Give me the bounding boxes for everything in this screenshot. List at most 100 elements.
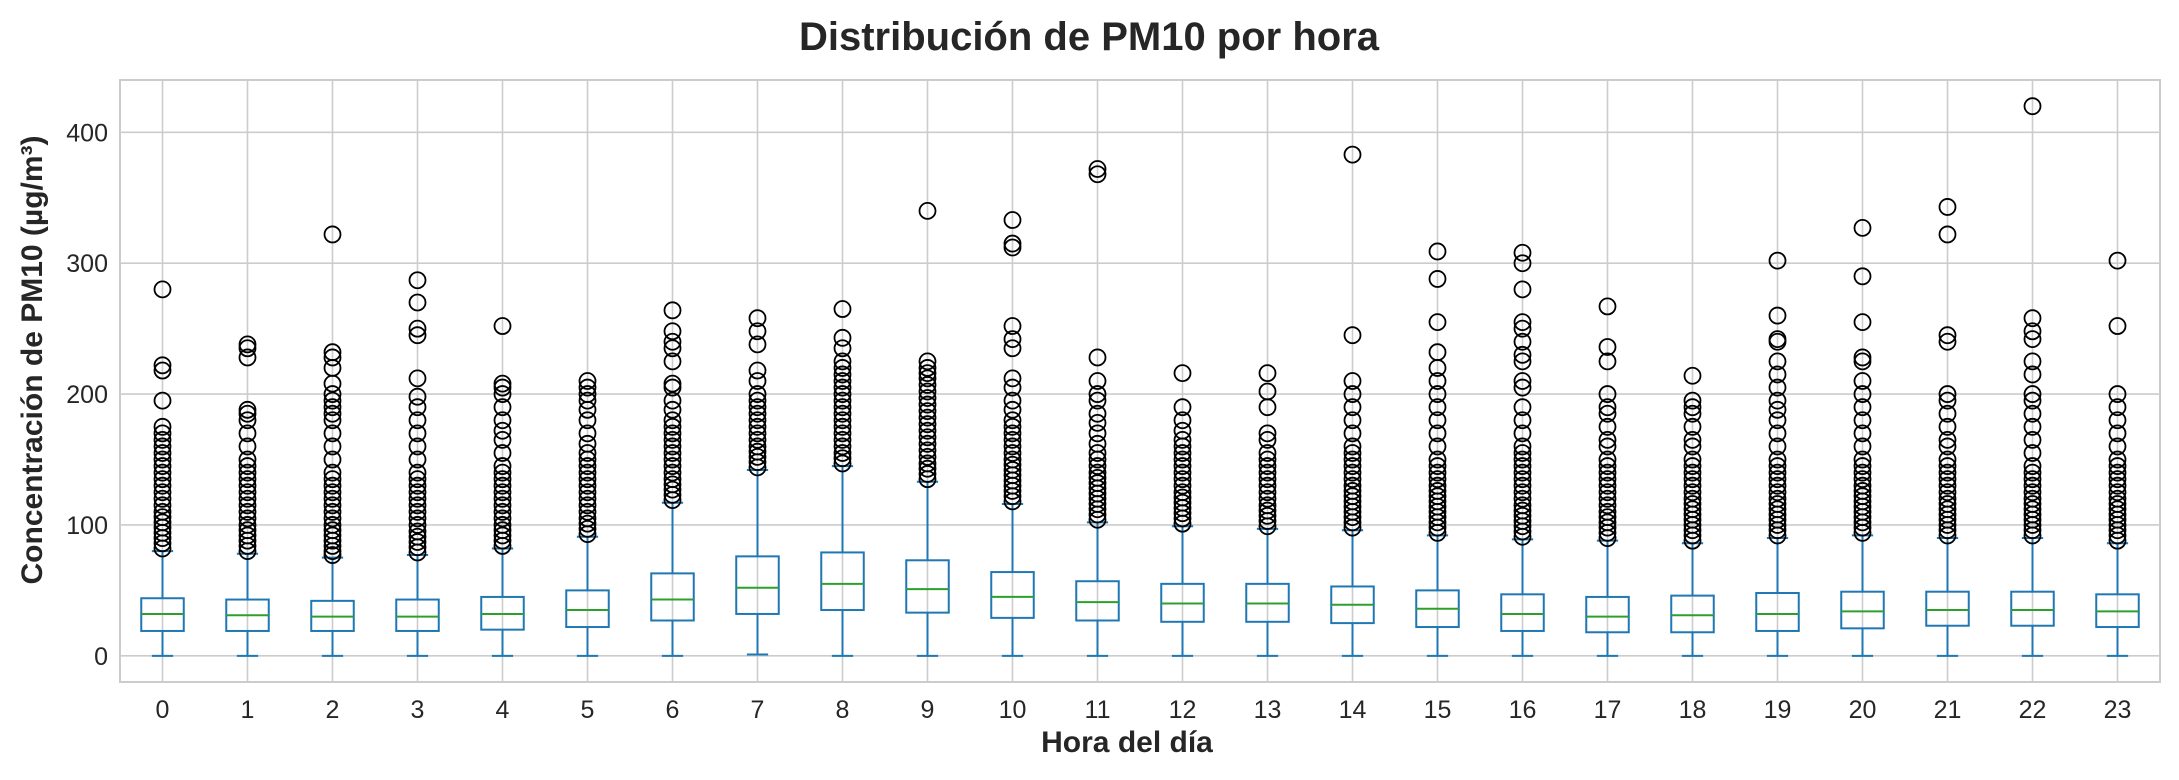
outlier-point (1768, 411, 1787, 430)
outlier-point (1088, 424, 1107, 443)
outlier-point (1513, 254, 1532, 273)
outlier-point (1683, 417, 1702, 436)
x-tick-label: 21 (1934, 696, 1962, 724)
outlier-point (1173, 444, 1192, 462)
outlier-point (1768, 391, 1787, 410)
outlier-point (1088, 165, 1107, 184)
x-tick-label: 10 (999, 696, 1027, 724)
outlier-point (1343, 482, 1362, 500)
x-tick-label: 1 (241, 696, 255, 724)
outlier-point (408, 496, 427, 515)
outlier-point (1258, 450, 1277, 469)
outlier-point (153, 430, 172, 449)
outlier-point (1088, 160, 1107, 178)
outlier-point (918, 415, 937, 434)
box-group-hour-2 (310, 225, 355, 657)
outlier-point (408, 411, 427, 430)
outlier-point (663, 374, 682, 393)
outlier-point (408, 271, 427, 290)
outlier-point (1513, 506, 1532, 525)
outlier-point (748, 385, 767, 403)
chart-title: Distribución de PM10 por hora (799, 15, 1380, 59)
outlier-point (323, 391, 342, 410)
outlier-point (2023, 500, 2042, 519)
x-tick-label: 13 (1254, 696, 1282, 724)
x-tick-label: 5 (581, 696, 595, 724)
y-axis-label: Concentración de PM10 (µg/m³) (16, 135, 49, 584)
outlier-point (1683, 457, 1702, 475)
outlier-point (1513, 450, 1532, 469)
outlier-point (1683, 495, 1702, 513)
outlier-point (1768, 489, 1787, 508)
outlier-point (2108, 424, 2127, 443)
outlier-point (918, 448, 937, 466)
box-group-hour-14 (1330, 145, 1375, 657)
outlier-point (663, 411, 682, 430)
iqr-box (1075, 580, 1120, 622)
outlier-point (493, 509, 512, 528)
x-tick-label: 18 (1679, 696, 1707, 724)
x-tick-label: 22 (2019, 696, 2047, 724)
outlier-point (1003, 330, 1022, 349)
outlier-point (748, 448, 767, 466)
iqr-box (565, 589, 610, 629)
outlier-point (1768, 457, 1787, 475)
outlier-point (833, 385, 852, 403)
outlier-point (663, 463, 682, 482)
outlier-point (1598, 463, 1617, 482)
x-tick-label: 8 (836, 696, 850, 724)
box-group-hour-3 (395, 271, 440, 657)
outlier-point (323, 489, 342, 508)
outlier-point (1088, 457, 1107, 475)
outlier-point (2108, 470, 2127, 489)
outlier-point (833, 444, 852, 462)
outlier-point (833, 372, 852, 390)
outlier-point (493, 516, 512, 534)
box-group-hour-6 (650, 301, 695, 657)
outlier-point (833, 437, 852, 456)
outlier-point (238, 521, 257, 540)
outlier-point (1598, 385, 1617, 403)
outlier-point (2108, 450, 2127, 469)
outlier-point (408, 476, 427, 495)
outlier-point (493, 444, 512, 462)
outlier-point (918, 402, 937, 421)
outlier-point (663, 470, 682, 489)
outlier-point (238, 404, 257, 423)
outlier-point (493, 411, 512, 430)
box-group-hour-21 (1925, 198, 1970, 657)
outlier-point (748, 404, 767, 423)
outlier-point (1513, 319, 1532, 338)
outlier-point (1173, 493, 1192, 512)
outlier-point (493, 430, 512, 449)
outlier-point (578, 378, 597, 397)
iqr-box (1755, 592, 1800, 632)
outlier-point (1598, 470, 1617, 489)
outlier-point (578, 424, 597, 443)
outlier-point (323, 521, 342, 540)
outlier-point (1258, 496, 1277, 515)
outlier-point (578, 489, 597, 508)
outlier-point (918, 428, 937, 447)
outlier-point (323, 450, 342, 469)
outlier-point (1853, 424, 1872, 443)
outlier-point (238, 509, 257, 528)
outlier-point (833, 398, 852, 417)
outlier-point (748, 361, 767, 380)
box-group-hour-15 (1415, 242, 1460, 657)
iqr-box (735, 555, 780, 615)
outlier-point (153, 496, 172, 515)
outlier-point (1003, 461, 1022, 479)
outlier-point (1598, 502, 1617, 521)
outlier-point (1938, 404, 1957, 423)
outlier-point (1343, 450, 1362, 469)
outlier-point (1258, 364, 1277, 383)
outlier-point (1853, 352, 1872, 371)
outlier-point (1173, 398, 1192, 417)
outlier-point (493, 502, 512, 521)
outlier-point (323, 476, 342, 495)
outlier-point (1768, 330, 1787, 349)
outlier-point (1683, 366, 1702, 385)
outlier-point (1428, 463, 1447, 482)
box-group-hour-7 (735, 309, 780, 656)
